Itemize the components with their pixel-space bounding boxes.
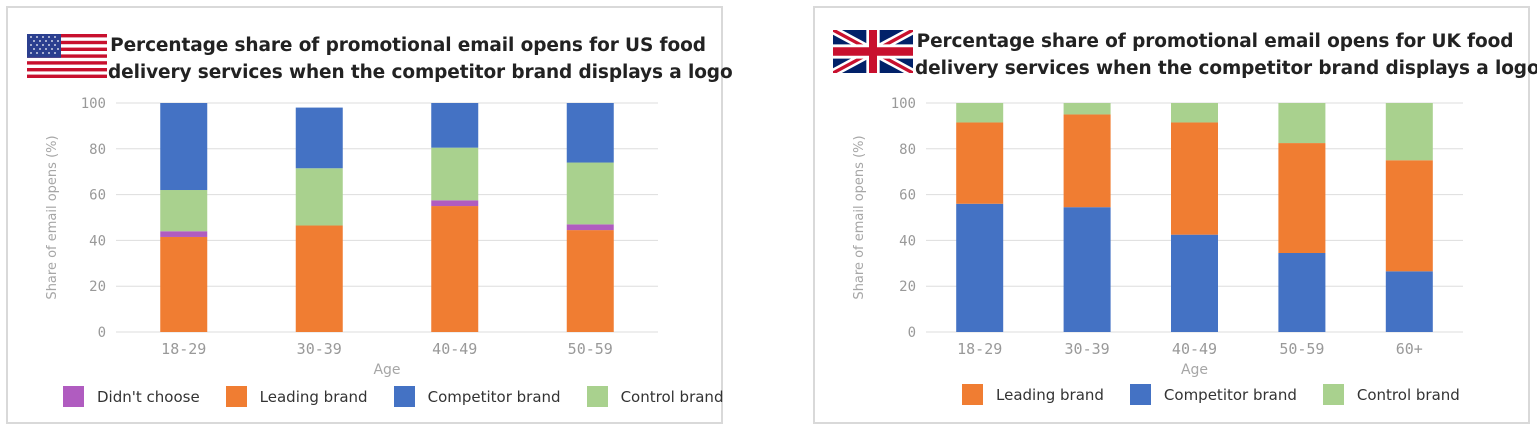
us-chart-panel: Percentage share of promotional email op… xyxy=(6,6,733,424)
bar-segment xyxy=(160,190,208,232)
bar-segment xyxy=(1171,103,1218,123)
bar-segment xyxy=(1171,122,1218,235)
bar-segment xyxy=(1278,143,1326,253)
legend-label: Competitor brand xyxy=(1163,385,1297,404)
legend-label: Competitor brand xyxy=(427,387,561,406)
bar-segment xyxy=(160,231,208,237)
legend-item-control-brand: Control brand xyxy=(586,386,724,407)
x-tick-label: 60+ xyxy=(1396,340,1423,358)
x-tick-label: 50-59 xyxy=(1279,340,1324,358)
bar-segment xyxy=(1385,271,1433,332)
bar-segment xyxy=(1063,207,1111,332)
bar-segment xyxy=(1063,103,1111,115)
bar-segment xyxy=(431,200,479,207)
bar-segment xyxy=(431,147,479,201)
bar-segment xyxy=(956,203,1004,332)
y-tick-label: 80 xyxy=(899,142,916,158)
legend-label: Control brand xyxy=(620,387,724,406)
uk-chart-panel: Percentage share of promotional email op… xyxy=(813,6,1537,424)
legend-swatch xyxy=(962,384,983,405)
bar-segment xyxy=(566,103,614,163)
y-tick-label: 60 xyxy=(899,188,916,204)
us-stacked-bar-chart: 0 20 40 60 80 100 Share of email opens (%) 18-2… xyxy=(45,96,658,378)
y-tick-label: 60 xyxy=(89,188,106,204)
x-tick-label: 30-39 xyxy=(1065,340,1110,358)
legend-swatch xyxy=(586,386,608,407)
legend-item-competitor-brand: Competitor brand xyxy=(393,386,561,407)
bar-segment xyxy=(1063,114,1111,208)
chart-title-line-1: Percentage share of promotional email op… xyxy=(110,35,706,56)
uk-flag-icon xyxy=(833,30,913,73)
bar-segment xyxy=(956,103,1004,123)
bar-segment xyxy=(160,103,208,191)
y-tick-label: 100 xyxy=(81,96,106,112)
bar-segment xyxy=(566,224,614,231)
chart-legend: Didn't choose Leading brand Competitor b… xyxy=(63,386,723,407)
legend-label: Leading brand xyxy=(996,385,1104,404)
y-axis-label: Share of email opens (%) xyxy=(852,135,867,299)
y-tick-label: 0 xyxy=(98,325,106,341)
legend-swatch xyxy=(393,386,415,407)
bar-segment xyxy=(1278,103,1326,144)
bar-segment xyxy=(1278,252,1326,332)
x-tick-label: 18-29 xyxy=(957,340,1002,358)
x-tick-label: 50-59 xyxy=(568,340,613,358)
legend-swatch xyxy=(1322,384,1344,405)
legend-swatch xyxy=(225,386,247,407)
bar-segment xyxy=(431,206,479,332)
x-axis-label: Age xyxy=(1181,362,1208,378)
legend-label: Control brand xyxy=(1356,385,1460,404)
chart-title-line-1: Percentage share of promotional email op… xyxy=(916,31,1514,52)
y-tick-label: 100 xyxy=(891,96,916,112)
legend-item-competitor-brand: Competitor brand xyxy=(1129,384,1297,405)
bar-segment xyxy=(1385,103,1433,161)
us-flag-icon xyxy=(27,34,107,78)
x-tick-label: 40-49 xyxy=(432,340,477,358)
uk-stacked-bar-chart: 0 20 40 60 80 100 Share of email opens (%) 18-2… xyxy=(852,96,1463,378)
bar-segment xyxy=(160,236,208,332)
chart-title-line-2: delivery services when the competitor br… xyxy=(915,58,1537,79)
bar-segment xyxy=(566,230,614,332)
y-tick-label: 20 xyxy=(899,279,916,295)
bar-segment xyxy=(566,162,614,225)
bar-segment xyxy=(295,225,343,332)
y-tick-label: 40 xyxy=(89,233,106,249)
legend-item-leading-brand: Leading brand xyxy=(225,386,368,407)
y-tick-label: 40 xyxy=(899,233,916,249)
legend-item-control-brand: Control brand xyxy=(1322,384,1460,405)
bar-segment xyxy=(295,107,343,169)
legend-item-leading-brand: Leading brand xyxy=(962,384,1104,405)
bar-segment xyxy=(431,103,479,148)
y-tick-label: 0 xyxy=(908,325,916,341)
legend-item-didnt-choose: Didn't choose xyxy=(63,386,200,407)
bar-segment xyxy=(1385,160,1433,272)
x-tick-label: 30-39 xyxy=(297,340,342,358)
chart-title: Percentage share of promotional email op… xyxy=(108,32,733,86)
x-tick-label: 18-29 xyxy=(161,340,206,358)
legend-swatch xyxy=(63,386,84,407)
chart-title: Percentage share of promotional email op… xyxy=(915,28,1537,82)
bar-segment xyxy=(956,122,1004,204)
legend-label: Leading brand xyxy=(259,387,368,406)
x-tick-label: 40-49 xyxy=(1172,340,1217,358)
y-tick-label: 80 xyxy=(89,142,106,158)
x-axis-label: Age xyxy=(373,362,400,378)
y-tick-label: 20 xyxy=(89,279,106,295)
legend-swatch xyxy=(1129,384,1151,405)
chart-title-line-2: delivery services when the competitor br… xyxy=(108,62,733,83)
chart-legend: Leading brand Competitor brand Control b… xyxy=(962,384,1460,405)
legend-label: Didn't choose xyxy=(97,387,200,406)
y-axis-label: Share of email opens (%) xyxy=(45,135,60,299)
bar-segment xyxy=(1171,234,1218,332)
bar-segment xyxy=(295,168,343,226)
